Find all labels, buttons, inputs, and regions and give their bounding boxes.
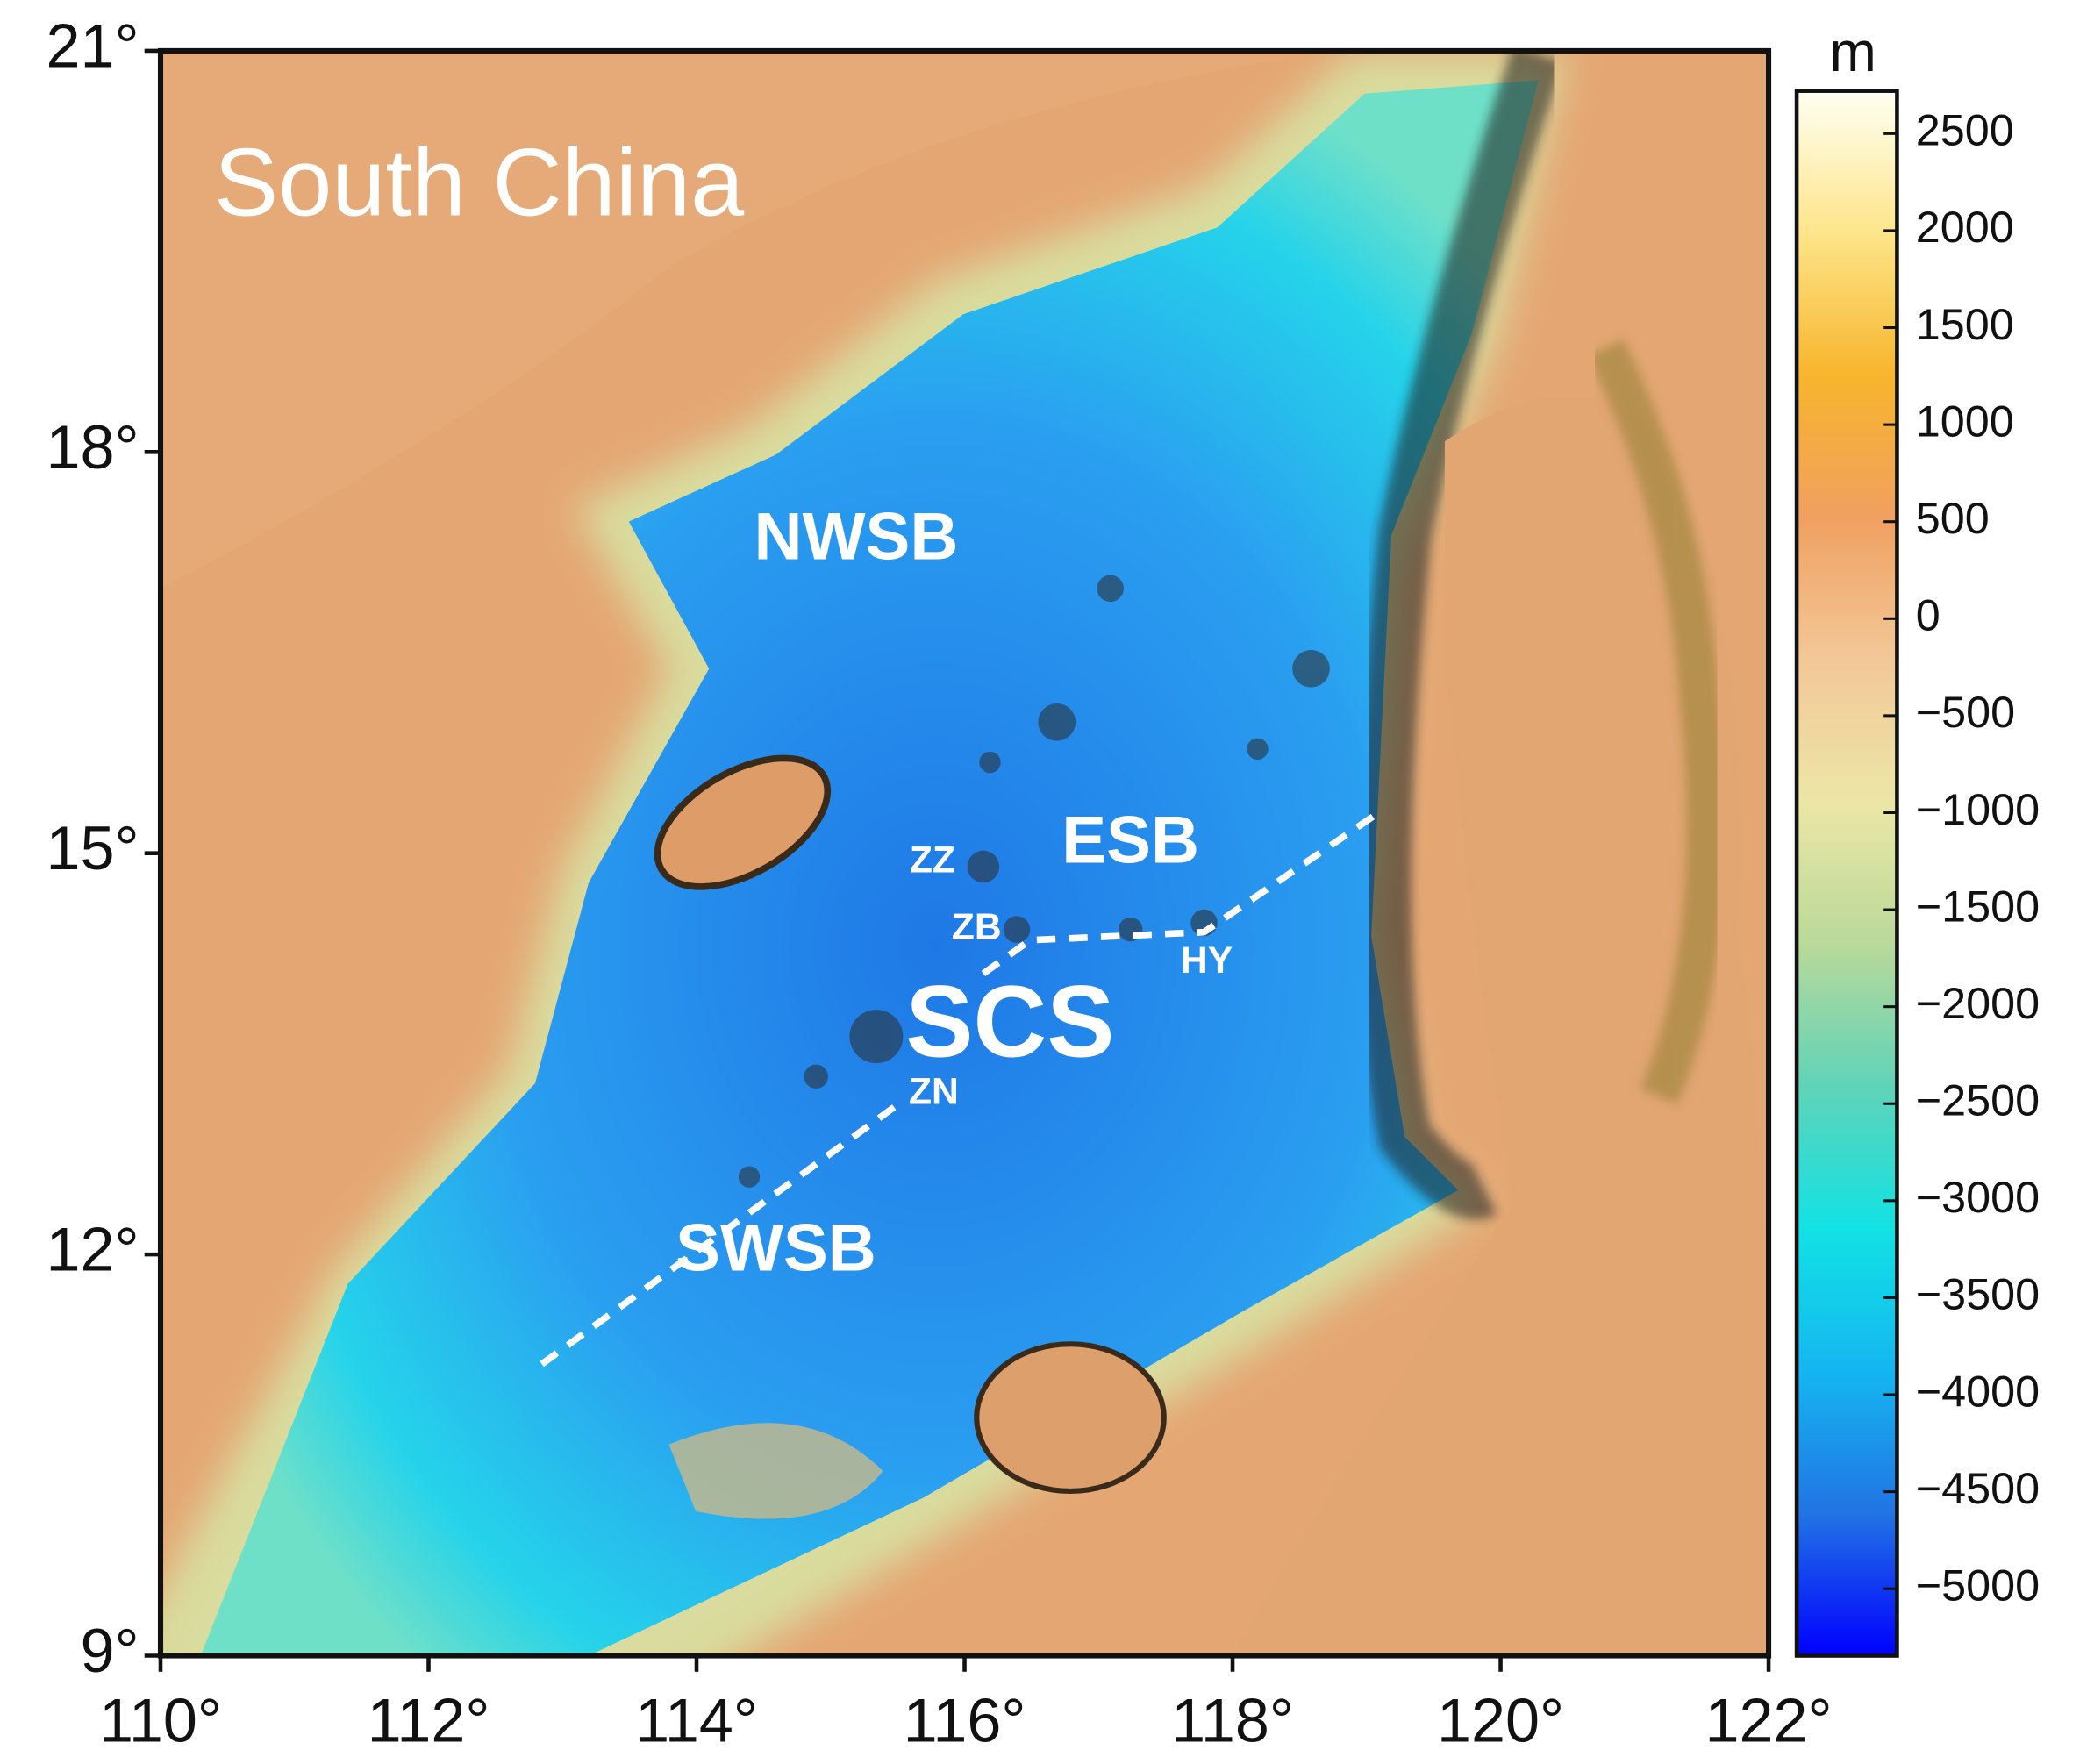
y-tick-label: 21° bbox=[46, 11, 139, 80]
colorbar-tick-label: 2500 bbox=[1916, 105, 2014, 155]
shelf bbox=[161, 50, 1338, 589]
x-tick-label: 110° bbox=[99, 1686, 222, 1754]
seamount-label: ZN bbox=[909, 1070, 959, 1112]
colorbar-tick-label: 500 bbox=[1916, 493, 1990, 543]
colorbar-tick-label: −3000 bbox=[1916, 1172, 2040, 1222]
colorbar-tick-label: −1000 bbox=[1916, 784, 2040, 834]
seamounts bbox=[738, 575, 1330, 1188]
sea-label: SCS bbox=[905, 965, 1114, 1079]
x-tick-label: 114° bbox=[635, 1686, 758, 1754]
y-tick-label: 15° bbox=[46, 814, 139, 882]
luzon bbox=[1231, 396, 1769, 1656]
basin-label: ESB bbox=[1061, 803, 1199, 878]
colorbar bbox=[1797, 90, 1898, 1656]
terrain: South China NWSB ESB ZZ ZB HY SCS ZN SWS… bbox=[161, 50, 1769, 1656]
reed-bank bbox=[974, 1341, 1167, 1495]
colorbar-tick-label: −2500 bbox=[1916, 1075, 2040, 1125]
basin-label: SWSB bbox=[675, 1211, 876, 1286]
colorbar-frame bbox=[1794, 89, 1899, 1658]
colorbar-tick-label: −4500 bbox=[1916, 1463, 2040, 1513]
shoal bbox=[668, 1423, 883, 1519]
colorbar-tick-label: −3500 bbox=[1916, 1269, 2040, 1319]
macclesfield-bank bbox=[654, 754, 832, 890]
y-tick-label: 12° bbox=[46, 1216, 139, 1284]
x-tick-label: 120° bbox=[1437, 1686, 1564, 1754]
seamount-label: ZB bbox=[952, 906, 1002, 948]
ridge-axis-sw bbox=[540, 1097, 905, 1368]
basin bbox=[200, 80, 1539, 1656]
y-tick-label: 9° bbox=[81, 1617, 139, 1685]
ridge-axis-e bbox=[981, 810, 1380, 977]
region-label: South China bbox=[214, 130, 745, 237]
trench-margin bbox=[1357, 50, 1564, 1219]
colorbar-tick-label: 1000 bbox=[1916, 396, 2014, 446]
colorbar-tick-label: −2000 bbox=[1916, 978, 2040, 1028]
basin-label: NWSB bbox=[754, 500, 959, 575]
seamount-label: ZZ bbox=[910, 839, 955, 882]
y-tick-label: 18° bbox=[46, 413, 139, 482]
colorbar-tick-label: −4000 bbox=[1916, 1366, 2040, 1416]
colorbar-tick-label: 1500 bbox=[1916, 299, 2014, 349]
colorbar-unit: m bbox=[1829, 20, 1876, 83]
seamount-label: HY bbox=[1181, 939, 1233, 982]
colorbar-tick-label: −500 bbox=[1916, 687, 2015, 737]
colorbar-tick-label: −5000 bbox=[1916, 1560, 2040, 1610]
colorbar-tick-label: −1500 bbox=[1916, 881, 2040, 931]
x-tick-label: 112° bbox=[368, 1686, 490, 1754]
colorbar-tick-label: 0 bbox=[1916, 590, 1940, 640]
ridge bbox=[1587, 339, 1727, 1104]
x-tick-label: 122° bbox=[1705, 1686, 1833, 1754]
colorbar-tick-label: 2000 bbox=[1916, 202, 2014, 252]
x-tick-label: 118° bbox=[1171, 1686, 1294, 1754]
x-tick-label: 116° bbox=[904, 1686, 1026, 1754]
